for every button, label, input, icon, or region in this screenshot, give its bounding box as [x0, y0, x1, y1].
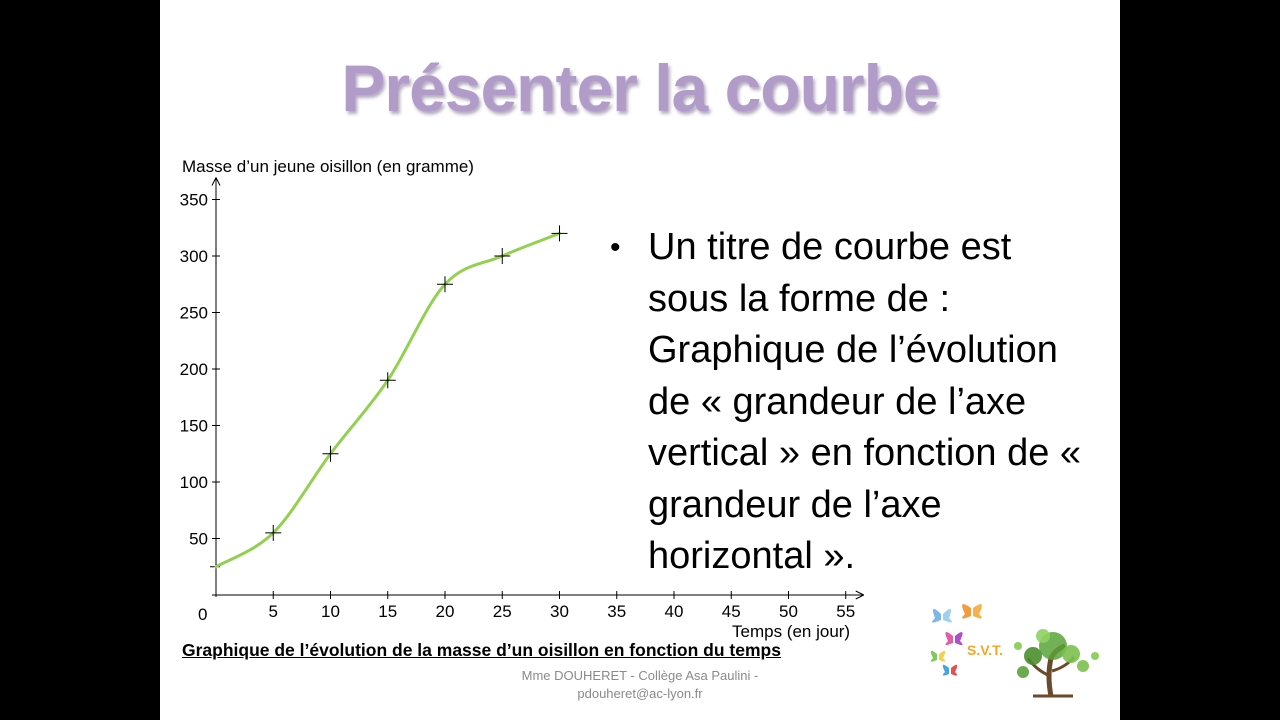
x-tick-label: 55	[836, 602, 855, 621]
data-point-marker	[379, 372, 396, 389]
svt-logo-text: S.V.T.	[967, 642, 1003, 658]
x-tick-label: 50	[779, 602, 798, 621]
x-origin-label: 0	[198, 605, 207, 624]
tree-icon	[1014, 629, 1099, 698]
x-tick-label: 35	[607, 602, 626, 621]
slide-title: Présenter la courbe	[341, 51, 939, 125]
chart-caption: Graphique de l’évolution de la masse d’u…	[182, 640, 781, 660]
x-tick-label: 10	[321, 602, 340, 621]
x-tick-label: 45	[722, 602, 741, 621]
data-point-marker	[437, 276, 453, 293]
bullet-symbol: •	[610, 231, 621, 264]
y-axis-label: Masse d’un jeune oisillon (en gramme)	[182, 157, 474, 176]
y-tick-label: 250	[180, 304, 208, 323]
x-axis-label: Temps (en jour)	[732, 622, 850, 641]
butterfly-icon	[962, 604, 982, 619]
x-axis-arrow	[855, 590, 864, 600]
butterfly-icon	[932, 608, 952, 623]
growth-chart: 5 10 15 20 25 30 35 40 45 50 55 50 100 150 200 250 300 35…	[180, 157, 864, 641]
x-tick-label: 5	[269, 602, 278, 621]
data-point-marker	[265, 524, 282, 541]
x-tick-label: 40	[665, 602, 684, 621]
footer: Mme DOUHERET - Collège Asa Paulini - pdo…	[490, 667, 790, 703]
x-tick-label: 25	[493, 602, 512, 621]
y-tick-label: 150	[180, 417, 208, 436]
y-tick-label: 100	[180, 473, 208, 492]
svt-logo: S.V.T.	[930, 604, 1099, 698]
x-tick-label: 30	[550, 602, 569, 621]
slide: Présenter la courbe 5 10 15 20 25 30 35 40 45 50 5…	[160, 0, 1120, 720]
footer-author: Mme DOUHERET - Collège Asa Paulini -	[521, 668, 759, 683]
chart-curve-layer	[214, 231, 561, 569]
y-tick-label: 350	[180, 191, 208, 210]
chart-markers	[265, 225, 568, 541]
growth-curve-line	[214, 231, 561, 569]
chart-ticks: 5 10 15 20 25 30 35 40 45 50 55 50 100 150 200 250 300 35…	[180, 191, 856, 622]
butterfly-icon	[945, 632, 963, 646]
y-axis-arrow	[211, 177, 221, 186]
y-tick-label: 200	[180, 360, 208, 379]
data-point-marker	[322, 445, 339, 462]
footer-email: pdouheret@ac-lyon.fr	[577, 686, 703, 701]
x-tick-label: 20	[436, 602, 455, 621]
y-tick-label: 300	[180, 247, 208, 266]
butterfly-icon	[942, 664, 958, 676]
y-tick-label: 50	[189, 530, 208, 549]
data-point-marker	[551, 225, 568, 242]
bullet-text: Un titre de courbe est sous la forme de …	[648, 226, 1082, 577]
butterfly-icon	[930, 650, 946, 662]
x-tick-label: 15	[378, 602, 397, 621]
chart-axes	[211, 177, 864, 600]
data-point-marker	[494, 248, 511, 264]
